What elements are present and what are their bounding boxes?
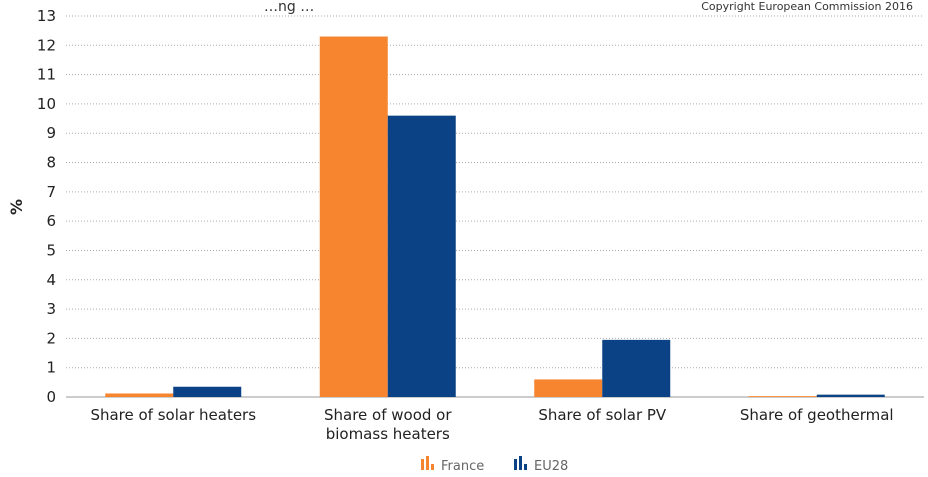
y-tick-label: 3 xyxy=(46,300,56,318)
y-tick-label: 6 xyxy=(46,212,56,230)
legend-swatch-bar xyxy=(524,464,527,470)
legend-swatch-bar xyxy=(514,459,517,470)
y-tick-label: 9 xyxy=(46,124,56,142)
legend-swatch-bar xyxy=(426,456,429,470)
bar-eu28 xyxy=(602,339,671,397)
legend: France EU28 xyxy=(421,456,568,474)
y-tick-label: 0 xyxy=(46,388,56,406)
legend-item-eu28[interactable]: EU28 xyxy=(514,456,568,474)
bar-france xyxy=(534,379,603,397)
chart-title: …ng … xyxy=(264,0,314,15)
legend-swatch-bar xyxy=(421,459,424,470)
y-tick-label: 10 xyxy=(37,95,56,113)
y-tick-label: 1 xyxy=(46,359,56,377)
legend-swatch-bar xyxy=(431,464,434,470)
bar-france xyxy=(105,393,174,397)
x-category-label: Share of geothermal xyxy=(740,406,894,424)
x-category-label: Share of solar PV xyxy=(538,406,667,424)
bar-eu28 xyxy=(173,386,242,397)
y-tick-label: 8 xyxy=(46,154,56,172)
bar-eu28 xyxy=(387,115,456,398)
y-tick-label: 11 xyxy=(37,66,56,84)
y-tick-label: 7 xyxy=(46,183,56,201)
legend-item-france[interactable]: France xyxy=(421,456,484,474)
y-tick-label: 13 xyxy=(37,7,56,25)
x-category-label: Share of solar heaters xyxy=(90,406,256,424)
x-category-label: biomass heaters xyxy=(326,425,450,443)
x-axis-categories: Share of solar heaters Share of wood orbi… xyxy=(90,406,893,443)
legend-label: EU28 xyxy=(534,459,568,474)
legend-label: France xyxy=(441,459,484,474)
copyright-text: Copyright European Commission 2016 xyxy=(701,0,913,13)
gridlines xyxy=(66,15,924,369)
y-tick-label: 12 xyxy=(37,36,56,54)
x-category-label: Share of wood or xyxy=(324,406,452,424)
bars xyxy=(105,36,885,398)
bar-france xyxy=(319,36,388,398)
y-tick-label: 2 xyxy=(46,329,56,347)
y-tick-label: 5 xyxy=(46,241,56,259)
y-axis-label: % xyxy=(7,199,26,215)
bar-france xyxy=(748,396,817,397)
legend-swatch-bar xyxy=(519,456,522,470)
bar-eu28 xyxy=(816,394,885,397)
y-tick-label: 4 xyxy=(46,271,56,289)
